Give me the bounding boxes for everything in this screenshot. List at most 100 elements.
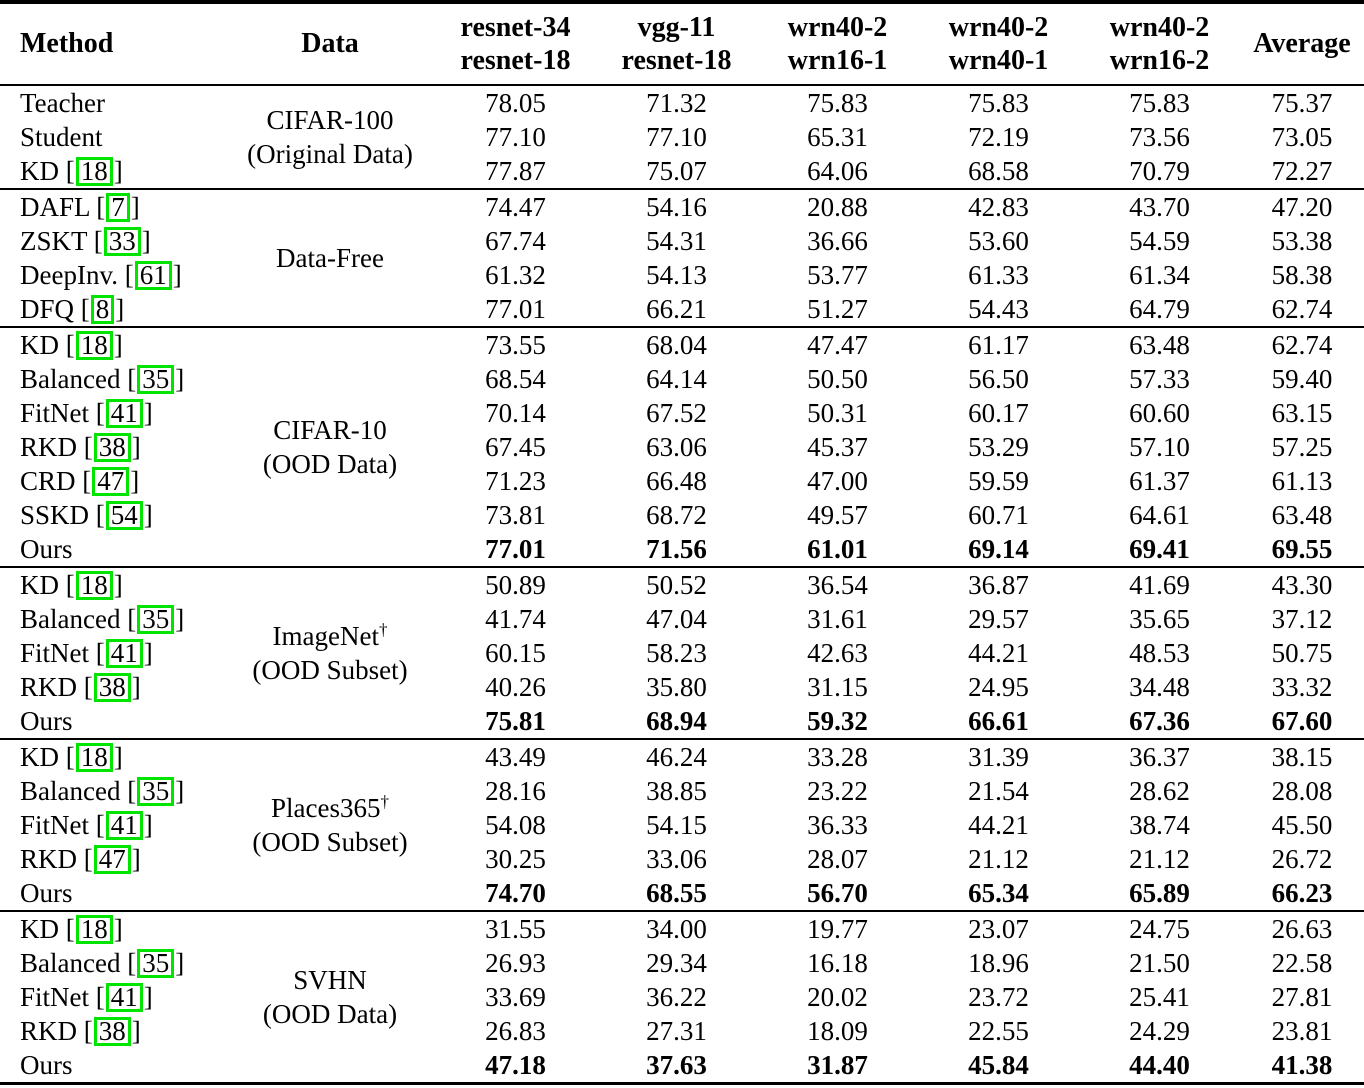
data-group-name: Data-Free (276, 243, 384, 273)
table-row: KD [18] SVHN (OOD Data) 31.55 34.00 19.77 23.0… (0, 910, 1364, 1084)
score-cell: 50.89 (435, 566, 596, 602)
score-cell: 54.08 (485, 809, 546, 840)
score-cell: 41.74 (485, 603, 546, 634)
table-row: CRD [47] 71.23 66.48 47.00 59.59 61.37 61.13 (0, 464, 1364, 498)
score-cell: 68.94 (646, 705, 707, 736)
score-cell: 61.32 (485, 259, 546, 290)
citation-link[interactable]: 18 (75, 156, 113, 186)
citation-link[interactable]: 47 (92, 466, 130, 496)
score-cell: 46.24 (596, 738, 757, 774)
score-cell: 75.83 (968, 87, 1029, 118)
score-cell: 68.54 (485, 363, 546, 394)
score-cell: 28.07 (807, 843, 868, 874)
score-cell: 27.81 (1271, 981, 1333, 1012)
citation-link[interactable]: 35 (137, 776, 175, 806)
score-cell: 75.83 (1129, 87, 1190, 118)
citation-link[interactable]: 18 (75, 914, 113, 944)
score-cell: 63.15 (1271, 397, 1333, 428)
student-model-label: resnet-18 (460, 45, 571, 76)
score-cell: 38.74 (1129, 809, 1190, 840)
score-cell: 59.59 (968, 465, 1029, 496)
score-cell: 64.06 (807, 155, 868, 186)
score-cell: 26.72 (1271, 843, 1333, 874)
citation-link[interactable]: 35 (137, 604, 175, 634)
score-cell: 36.33 (807, 809, 868, 840)
citation-link[interactable]: 33 (103, 226, 141, 256)
method-cell: KD [18] (20, 155, 123, 186)
score-cell: 28.08 (1271, 775, 1333, 806)
citation-link[interactable]: 61 (134, 260, 172, 290)
column-header-pair-3: wrn40-2 wrn16-1 (757, 2, 918, 86)
score-cell: 69.14 (968, 533, 1029, 564)
score-cell: 45.50 (1271, 809, 1333, 840)
score-cell: 23.07 (918, 910, 1079, 946)
score-cell: 66.61 (968, 705, 1029, 736)
method-cell: FitNet [41] (20, 981, 153, 1012)
score-cell: 37.63 (646, 1049, 707, 1080)
score-cell: 50.50 (807, 363, 868, 394)
table-row: RKD [38] 67.45 63.06 45.37 53.29 57.10 57.25 (0, 430, 1364, 464)
data-group-subtitle: (OOD Subset) (252, 827, 408, 857)
data-group-name: CIFAR-10 (273, 415, 387, 445)
score-cell: 57.33 (1129, 363, 1190, 394)
score-cell: 57.10 (1129, 431, 1190, 462)
score-cell: 68.04 (596, 326, 757, 362)
score-cell: 60.60 (1129, 397, 1190, 428)
method-cell: Ours (20, 533, 73, 564)
citation-link[interactable]: 38 (93, 1016, 131, 1046)
score-cell: 18.09 (807, 1015, 868, 1046)
score-cell: 77.01 (485, 293, 546, 324)
method-cell: Teacher (20, 87, 106, 118)
citation-link[interactable]: 8 (90, 294, 115, 324)
student-model-label: resnet-18 (621, 45, 732, 76)
citation-link[interactable]: 41 (105, 810, 143, 840)
citation-link[interactable]: 38 (93, 672, 131, 702)
citation-link[interactable]: 7 (106, 192, 130, 222)
table-row: Teacher CIFAR-100 (Original Data) 78.05 71.3… (0, 85, 1364, 170)
score-cell: 61.01 (807, 533, 868, 564)
table-row: Ours 75.81 68.94 59.32 66.61 67.36 67.60 (0, 704, 1364, 739)
score-cell: 61.13 (1271, 465, 1333, 496)
citation-link[interactable]: 54 (105, 500, 143, 530)
table-row: FitNet [41] 70.14 67.52 50.31 60.17 60.60 63.1… (0, 396, 1364, 430)
score-cell: 70.14 (485, 397, 546, 428)
dagger-mark: † (378, 620, 388, 639)
method-cell: FitNet [41] (20, 809, 153, 840)
citation-link[interactable]: 41 (105, 398, 143, 428)
score-cell: 71.56 (646, 533, 707, 564)
citation-link[interactable]: 41 (105, 638, 143, 668)
method-cell: RKD [38] (20, 1015, 141, 1046)
score-cell: 21.54 (968, 775, 1029, 806)
score-cell: 64.14 (646, 363, 707, 394)
citation-link[interactable]: 18 (75, 330, 113, 360)
citation-link[interactable]: 35 (137, 364, 175, 394)
score-cell: 25.41 (1129, 981, 1190, 1012)
score-cell: 61.37 (1129, 465, 1190, 496)
citation-link[interactable]: 18 (75, 570, 113, 600)
table-header: Method Data resnet-34 resnet-18 vgg-11 r… (0, 2, 1364, 86)
score-cell: 36.87 (918, 566, 1079, 602)
table-row: RKD [38] 40.26 35.80 31.15 24.95 34.48 33.32 (0, 670, 1364, 704)
table-row: Balanced [35] 28.16 38.85 23.22 21.54 28.62 28… (0, 774, 1364, 808)
method-cell: Student (20, 121, 103, 152)
score-cell: 77.10 (646, 121, 707, 152)
score-cell: 23.72 (968, 981, 1029, 1012)
citation-link[interactable]: 47 (93, 844, 131, 874)
citation-link[interactable]: 38 (93, 432, 131, 462)
table-row: RKD [38] 26.83 27.31 18.09 22.55 24.29 23.81 (0, 1014, 1364, 1048)
citation-link[interactable]: 35 (137, 948, 175, 978)
method-cell: Balanced [35] (20, 603, 185, 634)
score-cell: 24.75 (1079, 910, 1240, 946)
score-cell: 75.83 (807, 87, 868, 118)
score-cell: 74.70 (485, 877, 546, 908)
citation-link[interactable]: 41 (105, 982, 143, 1012)
score-cell: 54.16 (596, 188, 757, 224)
score-cell: 31.39 (918, 738, 1079, 774)
data-group-cell: SVHN (OOD Data) (225, 910, 435, 1084)
data-group-cell: CIFAR-10 (OOD Data) (225, 326, 435, 567)
method-cell: ZSKT [33] (20, 225, 151, 256)
score-cell: 78.05 (485, 87, 546, 118)
citation-link[interactable]: 18 (75, 742, 113, 772)
